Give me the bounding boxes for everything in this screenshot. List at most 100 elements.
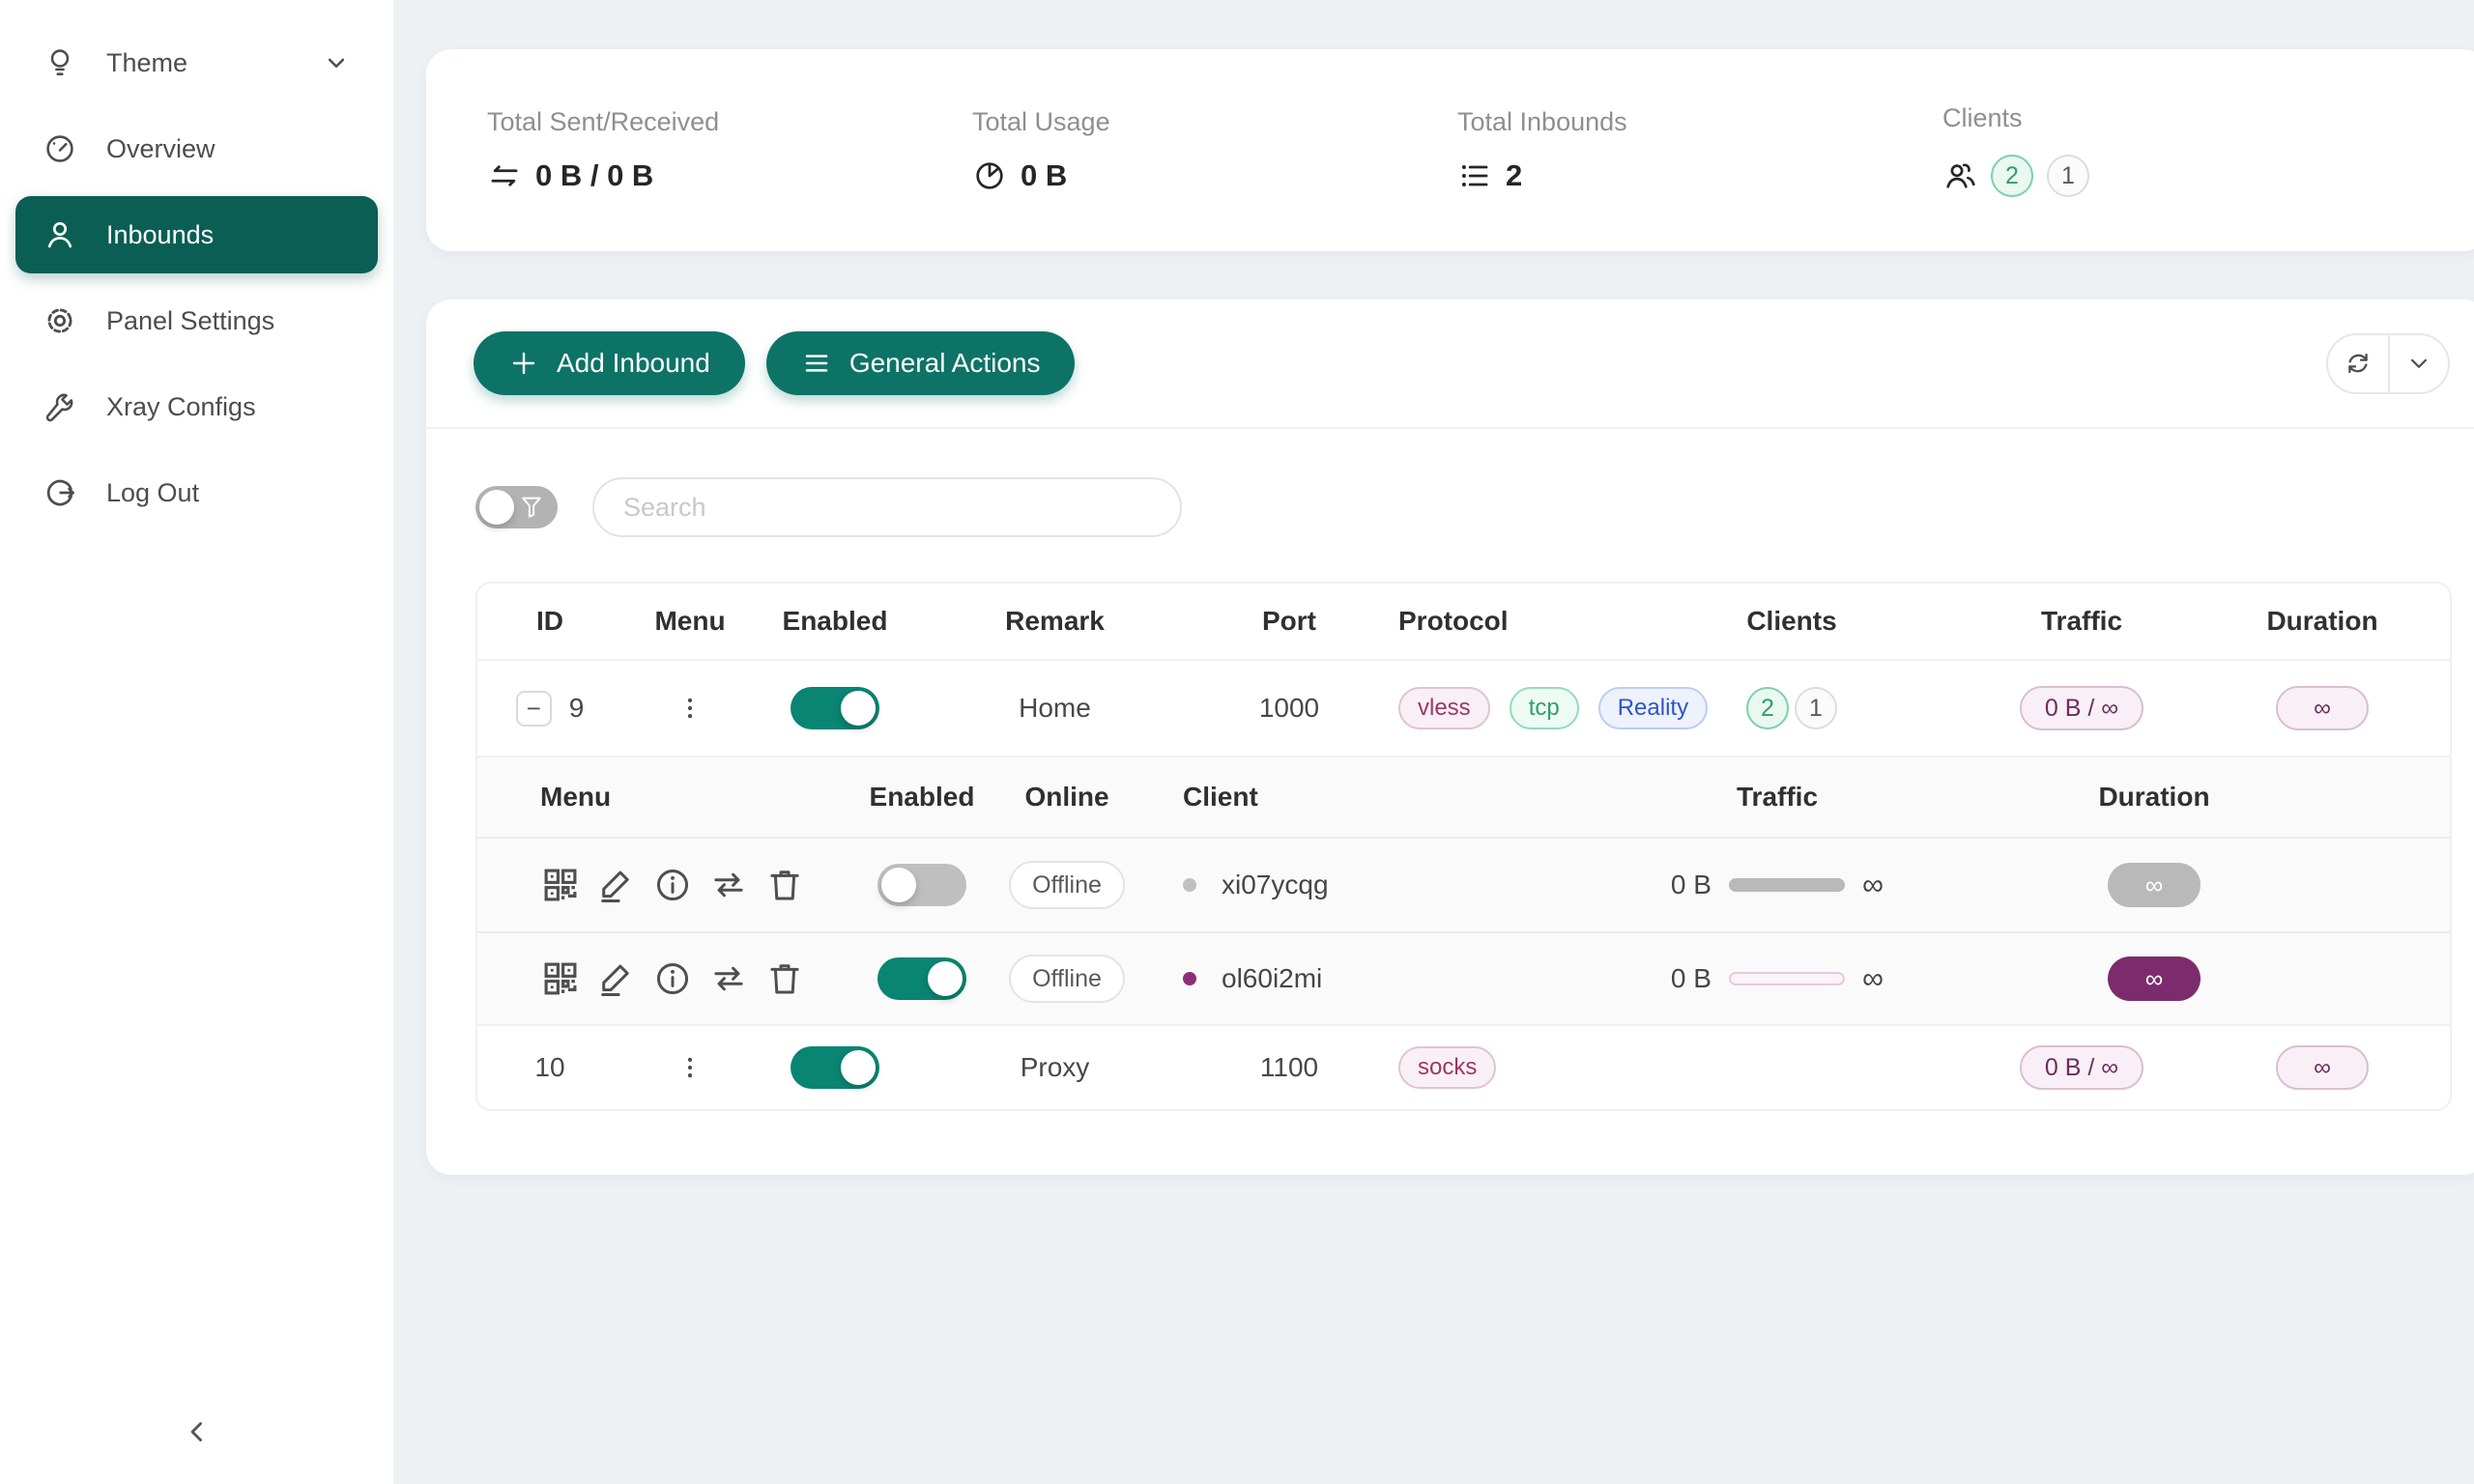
stat-total-inbounds: Total Inbounds 2 — [1457, 107, 1942, 193]
client-enabled-toggle[interactable] — [877, 957, 966, 1000]
header-menu: Menu — [654, 606, 726, 636]
info-icon[interactable] — [652, 958, 693, 999]
header-protocol: Protocol — [1398, 606, 1509, 636]
header-client: Client — [1183, 782, 1258, 812]
client-row-xi07ycqg: Offline xi07ycqg 0 B ∞ — [477, 839, 2450, 931]
online-status-badge: Offline — [1009, 861, 1125, 909]
row-menu-button[interactable] — [676, 1048, 705, 1087]
inbound-id: 10 — [534, 1052, 565, 1082]
stat-label: Total Inbounds — [1457, 107, 1627, 136]
user-icon — [43, 217, 77, 252]
inbound-port: 1000 — [1258, 693, 1320, 723]
edit-icon[interactable] — [596, 865, 637, 905]
inbound-enabled-toggle[interactable] — [791, 687, 879, 729]
client-duration-pill[interactable]: ∞ — [2108, 956, 2201, 1001]
sidebar-item-theme[interactable]: Theme — [15, 24, 378, 101]
security-tag[interactable]: Reality — [1597, 687, 1709, 729]
reset-icon[interactable] — [708, 865, 749, 905]
client-row-ol60i2mi: Offline ol60i2mi 0 B ∞ — [477, 931, 2450, 1024]
filter-toggle[interactable] — [475, 486, 558, 528]
header-duration: Duration — [2098, 782, 2210, 812]
protocol-tag[interactable]: vless — [1398, 687, 1490, 729]
inbound-enabled-toggle[interactable] — [791, 1046, 879, 1089]
stat-label: Clients — [1942, 103, 2023, 132]
qrcode-icon[interactable] — [540, 958, 581, 999]
chevron-left-icon — [190, 1422, 202, 1441]
info-icon[interactable] — [652, 865, 693, 905]
client-traffic-used: 0 B — [1670, 963, 1712, 993]
qrcode-icon[interactable] — [540, 865, 581, 905]
header-remark: Remark — [1005, 606, 1105, 636]
trash-icon[interactable] — [764, 958, 805, 999]
client-duration-pill[interactable]: ∞ — [2108, 863, 2201, 907]
traffic-progress-bar — [1728, 972, 1845, 985]
table-row-inbound-9: − 9 Home 1000 vless tcp — [477, 661, 2450, 757]
toolbar: Add Inbound General Actions — [426, 331, 2474, 395]
general-actions-label: General Actions — [849, 348, 1041, 378]
search-row — [426, 429, 2474, 582]
sidebar-item-label: Inbounds — [106, 219, 215, 249]
inbounds-table: ID Menu Enabled Remark Port Protocol Cli… — [475, 582, 2452, 1111]
client-table-header-row: Menu Enabled Online Client Traffic Durat… — [477, 757, 2450, 839]
client-enabled-toggle[interactable] — [877, 864, 966, 906]
traffic-pill[interactable]: 0 B / ∞ — [2019, 686, 2144, 730]
header-clients: Clients — [1746, 606, 1837, 636]
client-name[interactable]: ol60i2mi — [1222, 963, 1323, 993]
sidebar: Theme Overview Inbounds — [0, 0, 393, 1484]
row-menu-button[interactable] — [676, 689, 705, 728]
refresh-button[interactable] — [2328, 335, 2388, 392]
edit-icon[interactable] — [596, 958, 637, 999]
sidebar-item-log-out[interactable]: Log Out — [15, 454, 378, 531]
stat-label: Total Usage — [972, 107, 1110, 136]
traffic-progress-bar — [1728, 878, 1845, 892]
add-inbound-button[interactable]: Add Inbound — [474, 331, 745, 395]
stat-label: Total Sent/Received — [487, 107, 720, 136]
header-traffic: Traffic — [1736, 782, 1819, 812]
sidebar-collapse-button[interactable] — [170, 1405, 224, 1459]
list-icon — [1457, 158, 1492, 193]
sidebar-item-overview[interactable]: Overview — [15, 110, 378, 187]
divider — [426, 427, 2474, 429]
header-port: Port — [1262, 606, 1316, 636]
bulb-icon — [43, 45, 77, 80]
client-traffic-used: 0 B — [1670, 870, 1712, 899]
header-enabled: Enabled — [782, 606, 888, 636]
add-inbound-label: Add Inbound — [557, 348, 710, 378]
dots-vertical-icon — [687, 698, 693, 719]
search-input[interactable] — [592, 477, 1182, 537]
dots-vertical-icon — [687, 1057, 693, 1078]
duration-pill[interactable]: ∞ — [2276, 686, 2369, 730]
traffic-limit: ∞ — [1861, 961, 1884, 995]
transmission-tag[interactable]: tcp — [1509, 687, 1579, 729]
header-enabled: Enabled — [869, 782, 975, 812]
sidebar-item-label: Theme — [106, 47, 188, 77]
main-content: Total Sent/Received 0 B / 0 B Total Usag… — [393, 0, 2474, 1484]
reset-icon[interactable] — [708, 958, 749, 999]
client-color-dot — [1183, 878, 1196, 892]
sidebar-item-inbounds[interactable]: Inbounds — [15, 196, 378, 273]
client-name[interactable]: xi07ycqg — [1222, 870, 1329, 899]
traffic-pill[interactable]: 0 B / ∞ — [2019, 1045, 2144, 1090]
stat-total-usage: Total Usage 0 B — [972, 107, 1457, 193]
table-header-row: ID Menu Enabled Remark Port Protocol Cli… — [477, 584, 2450, 661]
sidebar-item-xray-configs[interactable]: Xray Configs — [15, 368, 378, 445]
collapse-row-button[interactable]: − — [515, 690, 552, 727]
refresh-button-group — [2326, 332, 2450, 394]
general-actions-button[interactable]: General Actions — [765, 331, 1076, 395]
gear-icon — [43, 303, 77, 338]
trash-icon[interactable] — [764, 865, 805, 905]
duration-pill[interactable]: ∞ — [2276, 1045, 2369, 1090]
traffic-limit: ∞ — [1861, 868, 1884, 901]
protocol-tag[interactable]: socks — [1398, 1046, 1497, 1089]
stat-value: 0 B — [1021, 158, 1068, 192]
header-menu: Menu — [540, 782, 612, 812]
clients-deactive-badge: 1 — [2047, 155, 2089, 197]
inbound-id: 9 — [568, 693, 585, 723]
header-online: Online — [1024, 782, 1109, 812]
online-status-badge: Offline — [1009, 955, 1125, 1003]
header-id: ID — [536, 606, 563, 636]
refresh-dropdown-button[interactable] — [2388, 334, 2448, 392]
sidebar-item-panel-settings[interactable]: Panel Settings — [15, 282, 378, 359]
pie-chart-icon — [972, 158, 1007, 193]
